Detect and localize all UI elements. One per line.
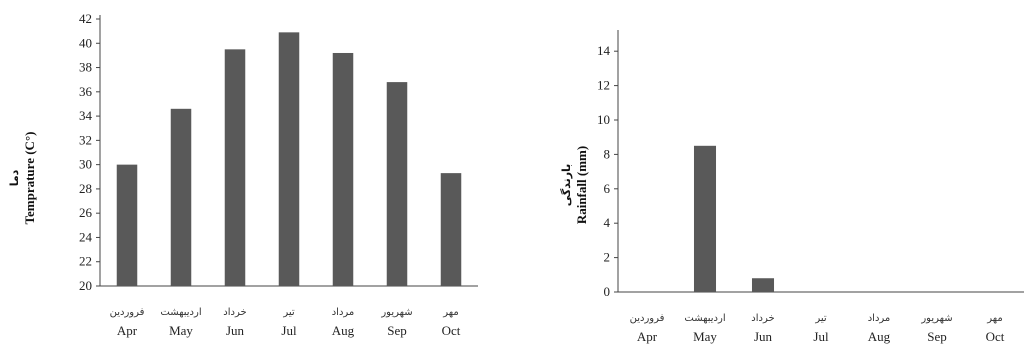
temperature-category-label-fa: تیر [282, 307, 295, 318]
temperature-chart-svg: دما Temprature (C°) 20 22 24 26 28 30 32 34 36 38… [8, 11, 478, 338]
temperature-y-tick-label: 32 [79, 132, 92, 147]
temperature-bar-apr [116, 164, 138, 286]
rainfall-category-label-fa: فروردین [630, 313, 665, 324]
rainfall-y-tick-label: 0 [604, 284, 611, 299]
rainfall-category-label: Jun [754, 329, 773, 344]
rainfall-category-label-fa: مهر [986, 313, 1002, 324]
temperature-y-tick-label: 28 [79, 181, 92, 196]
rainfall-category-label: Jul [813, 329, 829, 344]
rainfall-y-tick-label: 2 [604, 250, 611, 265]
temperature-y-tick-label: 24 [79, 229, 93, 244]
temperature-category-label: Aug [332, 323, 355, 338]
rainfall-category-label-fa: خرداد [751, 313, 774, 324]
temperature-bar-sep [386, 82, 408, 286]
temperature-ylabel-fa: دما [8, 169, 21, 186]
temperature-y-tick-label: 26 [79, 205, 93, 220]
rainfall-ylabel-fa: بارندگی [560, 164, 573, 207]
rainfall-category-label-fa: شهریور [920, 313, 952, 324]
temperature-category-label: Jun [226, 323, 245, 338]
temperature-category-label: Oct [442, 323, 461, 338]
rainfall-chart: بارندگی Rainfall (mm) 0 2 4 6 8 10 12 14 فروردین… [540, 0, 1024, 349]
temperature-y-tick-label: 42 [79, 11, 92, 26]
rainfall-y-tick-label: 12 [597, 78, 610, 93]
temperature-category-label-fa: مهر [442, 307, 458, 318]
rainfall-y-tick-label: 6 [604, 181, 611, 196]
temperature-category-label-fa: شهریور [380, 307, 412, 318]
temperature-y-tick-label: 38 [79, 60, 92, 75]
rainfall-y-tick-label: 8 [604, 146, 611, 161]
temperature-category-label: Sep [387, 323, 407, 338]
temperature-category-label: May [169, 323, 193, 338]
temperature-category-label: Jul [281, 323, 297, 338]
rainfall-y-tick-label: 10 [597, 112, 610, 127]
temperature-chart: دما Temprature (C°) 20 22 24 26 28 30 32 34 36 38… [0, 0, 480, 349]
temperature-bar-jul [278, 32, 300, 286]
rainfall-category-label: Oct [986, 329, 1005, 344]
temperature-y-tick-label: 36 [79, 84, 93, 99]
rainfall-category-label: Apr [637, 329, 658, 344]
temperature-category-label-fa: مرداد [332, 307, 355, 318]
temperature-bar-may [170, 108, 192, 287]
rainfall-category-label-fa: اردیبهشت [684, 313, 725, 324]
temperature-ylabel: Temprature (C°) [22, 132, 37, 225]
temperature-y-tick-label: 40 [79, 35, 92, 50]
temperature-y-tick-label: 34 [79, 108, 93, 123]
rainfall-category-label: May [693, 329, 717, 344]
rainfall-category-label: Sep [927, 329, 947, 344]
rainfall-y-tick-label: 14 [597, 43, 611, 58]
rainfall-bar-jun [751, 278, 775, 292]
temperature-y-tick-label: 20 [79, 278, 92, 293]
rainfall-category-label: Aug [868, 329, 891, 344]
temperature-category-label: Apr [117, 323, 138, 338]
rainfall-category-label-fa: مرداد [868, 313, 891, 324]
temperature-bar-oct [440, 173, 462, 286]
temperature-category-label-fa: خرداد [223, 307, 246, 318]
temperature-y-tick-label: 22 [79, 254, 92, 269]
rainfall-ylabel: Rainfall (mm) [574, 146, 589, 224]
rainfall-category-label-fa: تیر [814, 313, 827, 324]
temperature-y-tick-label: 30 [79, 157, 92, 172]
temperature-bar-jun [224, 49, 246, 286]
temperature-bar-aug [332, 52, 354, 287]
temperature-category-label-fa: اردیبهشت [160, 307, 201, 318]
rainfall-y-tick-label: 4 [604, 215, 611, 230]
temperature-category-label-fa: فروردین [110, 307, 145, 318]
rainfall-chart-svg: بارندگی Rainfall (mm) 0 2 4 6 8 10 12 14 فروردین… [560, 30, 1024, 344]
rainfall-bar-may [693, 145, 717, 292]
